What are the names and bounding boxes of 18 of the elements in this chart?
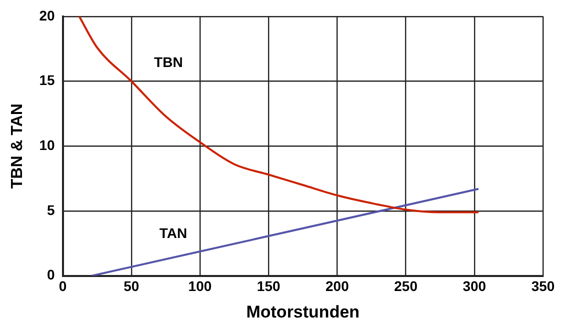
line-series [78, 16, 480, 214]
y-tick-label: 20 [39, 7, 55, 24]
x-tick-label: 0 [58, 278, 67, 294]
x-axis-title: Motorstunden [246, 302, 360, 322]
x-tick-label: 50 [124, 278, 140, 294]
x-tick-label: 200 [326, 278, 350, 294]
series-label: TBN [154, 54, 183, 70]
y-tick-label: 15 [39, 72, 55, 88]
y-tick-label: 10 [39, 136, 55, 153]
series-label: TAN [159, 225, 188, 242]
y-tick-label: 0 [46, 266, 55, 283]
x-tick-label: 100 [188, 278, 212, 294]
y-axis-title: TBN & TAN [9, 104, 26, 189]
x-tick-label: 250 [394, 278, 418, 294]
y-tick-label: 5 [46, 202, 55, 218]
x-tick-label: 350 [531, 278, 555, 294]
x-tick-label: 150 [256, 278, 280, 294]
x-tick-label: 300 [462, 278, 486, 294]
